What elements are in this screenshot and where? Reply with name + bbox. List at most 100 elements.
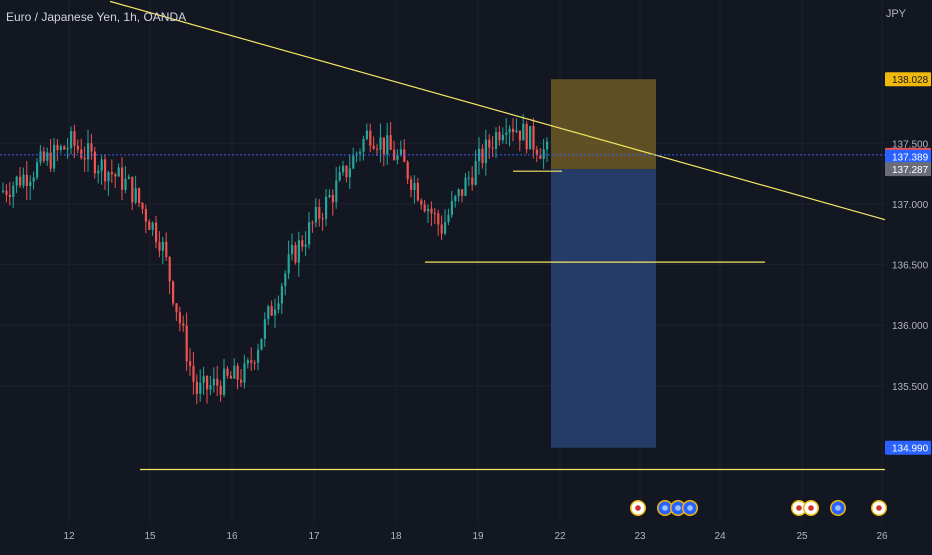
candle-body xyxy=(42,151,45,161)
candle-body xyxy=(433,213,436,215)
candle-body xyxy=(423,204,426,212)
candle-body xyxy=(80,149,83,158)
stop-loss-zone xyxy=(551,79,656,170)
position-zones xyxy=(551,79,656,448)
candle-body xyxy=(539,155,542,159)
candle-body xyxy=(257,349,260,363)
time-tick-label: 15 xyxy=(144,531,156,542)
time-tick-label: 19 xyxy=(472,531,484,542)
event-markers[interactable] xyxy=(630,500,887,516)
event-marker-icon xyxy=(796,505,802,511)
candle-body xyxy=(542,149,545,159)
time-tick-label: 25 xyxy=(796,531,808,542)
candle-body xyxy=(440,224,443,234)
time-tick-label: 17 xyxy=(308,531,320,542)
candle-body xyxy=(29,181,32,186)
candle-body xyxy=(454,196,457,202)
price-label-text: 137.389 xyxy=(892,153,929,164)
time-axis[interactable]: 12 15 16 17 18 19 22 23 24 25 26 xyxy=(63,531,888,542)
candle-body xyxy=(491,147,494,149)
candle-body xyxy=(416,182,419,201)
time-tick-label: 16 xyxy=(226,531,238,542)
candle-body xyxy=(83,157,86,160)
price-label-badge xyxy=(885,72,931,87)
candle-body xyxy=(335,180,338,203)
candle-body xyxy=(464,177,467,196)
candle-body xyxy=(5,190,8,195)
candle-body xyxy=(250,360,253,363)
candle-body xyxy=(253,362,256,364)
candle-body xyxy=(19,176,22,186)
price-tick-label: 136.000 xyxy=(892,321,929,332)
candle-body xyxy=(308,222,311,245)
candle-body xyxy=(212,378,215,386)
candle-body xyxy=(481,148,484,164)
time-tick-label: 23 xyxy=(634,531,646,542)
candle-body xyxy=(151,222,154,230)
candle-body xyxy=(223,368,226,395)
candle-body xyxy=(141,202,144,209)
candle-body xyxy=(104,159,107,182)
candle-body xyxy=(457,189,460,197)
candle-body xyxy=(444,221,447,234)
candle-body xyxy=(131,176,134,203)
candle-body xyxy=(532,126,535,150)
candle-body xyxy=(501,134,504,141)
candle-body xyxy=(478,148,481,162)
symbol-title[interactable]: Euro / Japanese Yen, 1h, OANDA xyxy=(6,10,187,24)
candle-body xyxy=(182,323,185,326)
price-label-text: 137.287 xyxy=(892,165,929,176)
time-tick-label: 18 xyxy=(390,531,402,542)
candle-body xyxy=(518,130,521,141)
candle-body xyxy=(219,385,222,395)
candle-body xyxy=(124,178,127,190)
candle-body xyxy=(291,245,294,255)
drawings xyxy=(0,0,886,471)
candle-body xyxy=(236,365,239,380)
candle-body xyxy=(56,144,59,150)
candle-body xyxy=(505,132,508,135)
candle-body xyxy=(413,182,416,190)
candle-body xyxy=(66,147,69,150)
candle-body xyxy=(420,200,423,205)
price-axis[interactable]: 137.500 137.000 136.500 136.000 135.500 138.0… xyxy=(885,72,931,455)
candle-body xyxy=(73,131,76,146)
candle-body xyxy=(495,132,498,149)
candle-body xyxy=(267,306,270,320)
candle-body xyxy=(369,130,372,146)
price-tick-label: 136.500 xyxy=(892,261,929,272)
candle-body xyxy=(8,194,11,197)
candle-body xyxy=(263,319,266,339)
event-marker-icon xyxy=(876,505,882,511)
candle-body xyxy=(192,365,195,382)
candle-body xyxy=(127,176,130,179)
candle-body xyxy=(2,190,5,192)
candle-body xyxy=(138,188,141,203)
time-tick-label: 12 xyxy=(63,531,75,542)
candle-body xyxy=(168,257,171,282)
candle-body xyxy=(311,222,314,224)
candle-body xyxy=(342,165,345,173)
candle-body xyxy=(144,208,147,222)
price-label-text: 138.028 xyxy=(892,75,929,86)
candle-body xyxy=(121,167,124,190)
candle-body xyxy=(338,172,341,181)
candle-body xyxy=(403,149,406,162)
candle-body xyxy=(399,149,402,155)
candle-body xyxy=(49,152,52,169)
candles xyxy=(2,114,549,405)
candle-body xyxy=(321,218,324,220)
candle-body xyxy=(155,222,158,243)
candle-body xyxy=(148,221,151,230)
candle-body xyxy=(226,368,229,376)
candle-body xyxy=(450,201,453,215)
candle-body xyxy=(325,196,328,219)
event-marker-icon xyxy=(687,505,693,511)
candle-body xyxy=(348,168,351,178)
candle-body xyxy=(32,177,35,182)
event-marker-icon xyxy=(808,505,814,511)
candle-body xyxy=(209,385,212,390)
candle-body xyxy=(314,207,317,223)
